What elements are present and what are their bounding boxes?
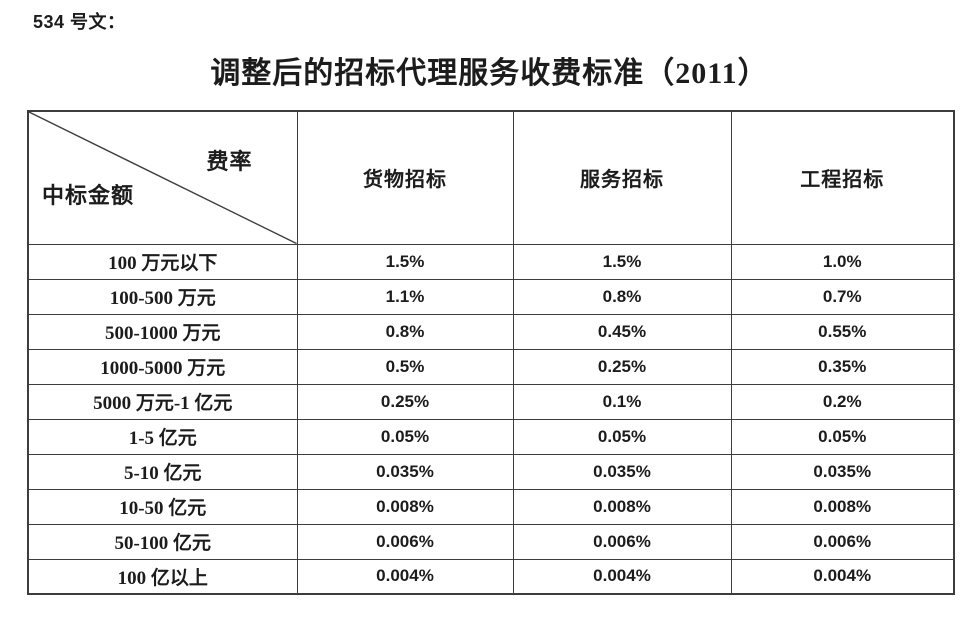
table-row: 5-10 亿元 0.035% 0.035% 0.035% — [27, 453, 955, 490]
rate-cell: 0.008% — [730, 488, 955, 525]
rate-cell: 0.008% — [512, 488, 732, 525]
table-row: 1-5 亿元 0.05% 0.05% 0.05% — [27, 418, 955, 455]
amount-range-cell: 100 亿以上 — [27, 558, 298, 595]
amount-range-cell: 1-5 亿元 — [27, 418, 298, 455]
amount-range-cell: 10-50 亿元 — [27, 488, 298, 525]
rate-cell: 0.55% — [730, 313, 955, 350]
rate-cell: 0.8% — [512, 278, 732, 315]
column-header-engineering-bidding: 工程招标 — [730, 110, 955, 245]
rate-cell: 0.7% — [730, 278, 955, 315]
rate-cell: 0.006% — [296, 523, 514, 560]
table-row: 1000-5000 万元 0.5% 0.25% 0.35% — [27, 348, 955, 385]
table-row: 100 亿以上 0.004% 0.004% 0.004% — [27, 558, 955, 595]
rate-cell: 0.008% — [296, 488, 514, 525]
column-header-goods-bidding: 货物招标 — [296, 110, 514, 245]
rate-cell: 0.1% — [512, 383, 732, 420]
rate-cell: 0.5% — [296, 348, 514, 385]
table-header-row: 费率 中标金额 货物招标 服务招标 工程招标 — [27, 110, 955, 245]
rate-cell: 0.004% — [512, 558, 732, 595]
rate-cell: 0.006% — [730, 523, 955, 560]
table-row: 10-50 亿元 0.008% 0.008% 0.008% — [27, 488, 955, 525]
rate-cell: 1.0% — [730, 243, 955, 280]
rate-cell: 0.035% — [730, 453, 955, 490]
diagonal-header-cell: 费率 中标金额 — [27, 110, 298, 245]
doc-number-label: 534 号文： — [33, 12, 126, 32]
amount-range-cell: 500-1000 万元 — [27, 313, 298, 350]
rate-cell: 0.006% — [512, 523, 732, 560]
rate-cell: 0.25% — [512, 348, 732, 385]
rate-cell: 0.05% — [730, 418, 955, 455]
table-row: 5000 万元-1 亿元 0.25% 0.1% 0.2% — [27, 383, 955, 420]
table-row: 50-100 亿元 0.006% 0.006% 0.006% — [27, 523, 955, 560]
rate-cell: 0.2% — [730, 383, 955, 420]
rate-cell: 1.5% — [296, 243, 514, 280]
corner-amount-label: 中标金额 — [42, 182, 135, 208]
rate-cell: 0.05% — [512, 418, 732, 455]
rate-cell: 1.1% — [296, 278, 514, 315]
rate-cell: 0.035% — [512, 453, 732, 490]
amount-range-cell: 1000-5000 万元 — [27, 348, 298, 385]
rate-cell: 0.035% — [296, 453, 514, 490]
amount-range-cell: 5-10 亿元 — [27, 453, 298, 490]
page-title: 调整后的招标代理服务收费标准（2011） — [210, 57, 769, 90]
diagonal-divider-line — [29, 112, 297, 244]
rate-cell: 0.35% — [730, 348, 955, 385]
amount-range-cell: 5000 万元-1 亿元 — [27, 383, 298, 420]
column-header-service-bidding: 服务招标 — [512, 110, 732, 245]
amount-range-cell: 100-500 万元 — [27, 278, 298, 315]
rate-cell: 0.05% — [296, 418, 514, 455]
amount-range-cell: 100 万元以下 — [27, 243, 298, 280]
amount-range-cell: 50-100 亿元 — [27, 523, 298, 560]
table-row: 100-500 万元 1.1% 0.8% 0.7% — [27, 278, 955, 315]
rate-cell: 0.004% — [296, 558, 514, 595]
rate-cell: 0.8% — [296, 313, 514, 350]
table-row: 100 万元以下 1.5% 1.5% 1.0% — [27, 243, 955, 280]
rate-cell: 0.004% — [730, 558, 955, 595]
table-row: 500-1000 万元 0.8% 0.45% 0.55% — [27, 313, 955, 350]
corner-rate-label: 费率 — [206, 149, 253, 174]
rate-cell: 0.45% — [512, 313, 732, 350]
rate-cell: 0.25% — [296, 383, 514, 420]
fee-table: 费率 中标金额 货物招标 服务招标 工程招标 100 万元以下 1.5% 1.5… — [27, 110, 955, 595]
rate-cell: 1.5% — [512, 243, 732, 280]
